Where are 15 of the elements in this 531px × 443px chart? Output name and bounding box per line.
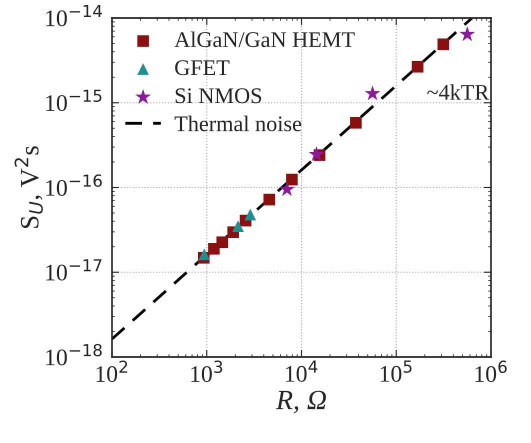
y-tick-label: 10$^{−15}$: [46, 90, 102, 112]
x-tick-label: 10$^{6}$: [475, 360, 507, 382]
y-tick-label: 10$^{−17}$: [46, 259, 102, 281]
y-tick-label: 10$^{−16}$: [46, 174, 102, 196]
x-tick-label: 10$^{5}$: [380, 360, 412, 382]
x-tick-label: 10$^{4}$: [286, 360, 318, 382]
y-axis-title: S$_{U}$, V$^{2}$s: [14, 146, 43, 228]
legend-label: GFET: [175, 60, 230, 76]
y-tick-label: 10$^{−14}$: [46, 4, 102, 26]
x-tick-label: 10$^{3}$: [191, 360, 222, 382]
legend-label: Thermal noise: [174, 116, 302, 132]
annotation: ~4kTR: [427, 84, 490, 100]
x-axis-title: R, Ω: [276, 390, 326, 414]
legend-label: AlGaN/GaN HEMT: [174, 31, 355, 48]
legend-label: Si NMOS: [176, 88, 262, 104]
